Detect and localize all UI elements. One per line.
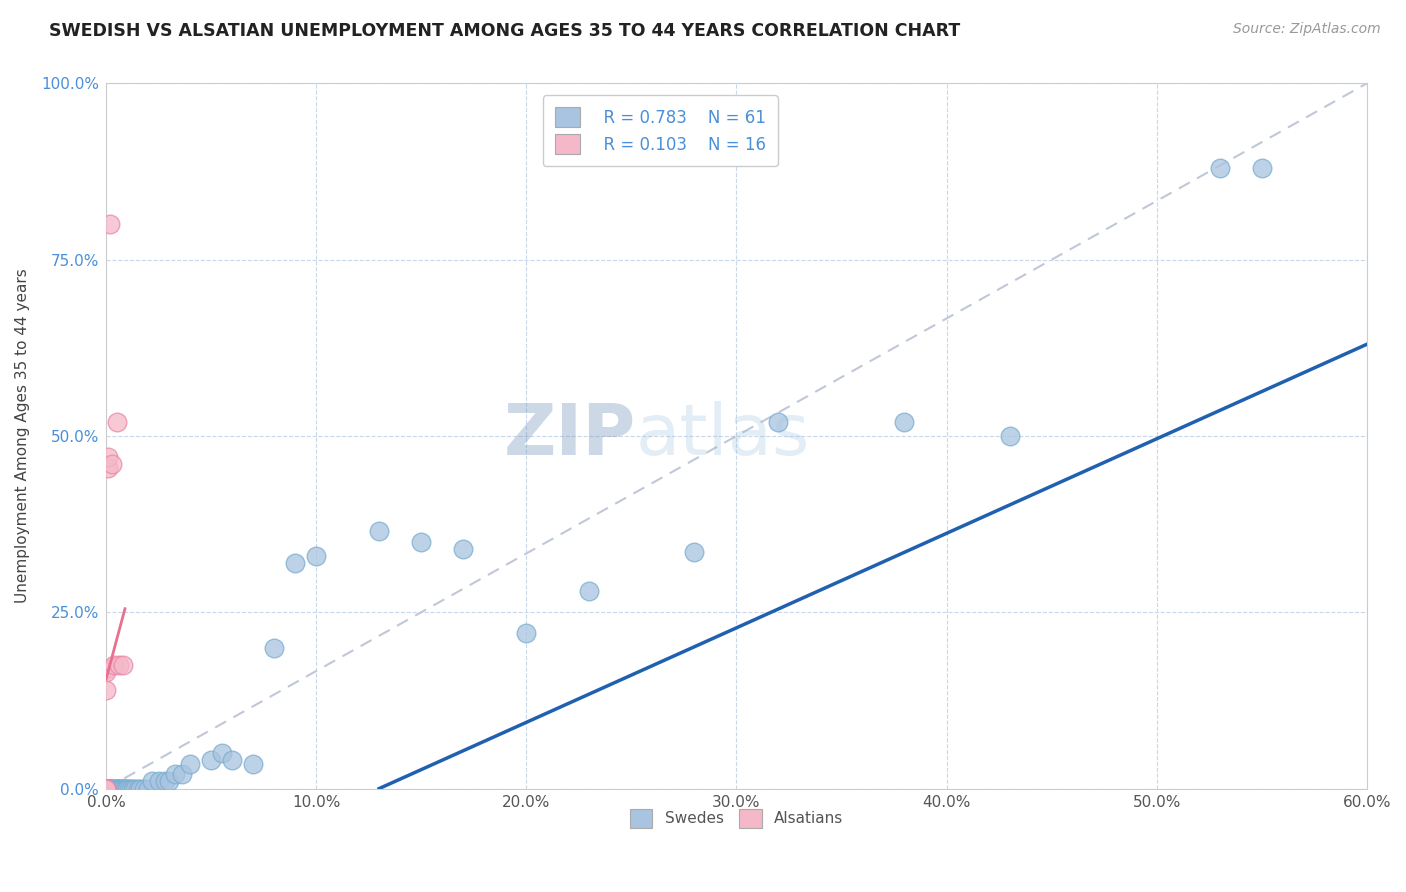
Point: [1250, 161, 1272, 175]
Text: SWEDISH VS ALSATIAN UNEMPLOYMENT AMONG AGES 35 TO 44 YEARS CORRELATION CHART: SWEDISH VS ALSATIAN UNEMPLOYMENT AMONG A…: [49, 22, 960, 40]
Point: [114, 781, 136, 796]
Point: [411, 534, 433, 549]
Point: [136, 781, 159, 796]
Point: [122, 781, 145, 796]
Point: [105, 781, 128, 796]
Point: [101, 781, 124, 796]
Point: [263, 640, 285, 655]
Point: [105, 781, 128, 796]
Point: [107, 781, 129, 796]
Point: [221, 753, 243, 767]
Point: [94, 781, 117, 796]
Point: [153, 774, 176, 789]
Point: [98, 218, 121, 232]
Point: [998, 429, 1021, 443]
Text: Source: ZipAtlas.com: Source: ZipAtlas.com: [1233, 22, 1381, 37]
Point: [127, 781, 149, 796]
Point: [94, 781, 117, 796]
Point: [128, 781, 150, 796]
Point: [94, 781, 117, 796]
Point: [98, 781, 121, 796]
Point: [893, 415, 915, 429]
Point: [170, 767, 193, 781]
Point: [97, 781, 120, 796]
Point: [115, 781, 138, 796]
Point: [132, 781, 155, 796]
Point: [98, 781, 121, 796]
Point: [141, 774, 163, 789]
Point: [103, 781, 125, 796]
Point: [148, 774, 170, 789]
Point: [94, 781, 117, 796]
Point: [368, 524, 391, 538]
Point: [94, 781, 117, 796]
Point: [94, 662, 117, 676]
Point: [107, 658, 129, 673]
Point: [105, 781, 128, 796]
Point: [97, 450, 120, 464]
Point: [200, 753, 222, 767]
Text: ZIP: ZIP: [503, 401, 636, 470]
Point: [305, 549, 328, 563]
Point: [94, 682, 117, 697]
Point: [768, 415, 790, 429]
Point: [97, 781, 120, 796]
Point: [101, 781, 124, 796]
Point: [111, 781, 134, 796]
Legend: Swedes, Alsatians: Swedes, Alsatians: [623, 803, 849, 834]
Point: [124, 781, 146, 796]
Point: [284, 556, 307, 570]
Point: [103, 658, 125, 673]
Point: [101, 457, 124, 471]
Point: [110, 781, 132, 796]
Point: [118, 781, 141, 796]
Point: [578, 584, 600, 599]
Point: [165, 767, 187, 781]
Point: [111, 658, 134, 673]
Point: [451, 541, 474, 556]
Point: [94, 781, 117, 796]
Point: [94, 781, 117, 796]
Point: [120, 781, 142, 796]
Point: [179, 756, 201, 771]
Point: [211, 746, 233, 760]
Point: [103, 781, 125, 796]
Point: [97, 781, 120, 796]
Point: [115, 781, 138, 796]
Point: [94, 781, 117, 796]
Point: [94, 781, 117, 796]
Point: [1208, 161, 1230, 175]
Point: [114, 781, 136, 796]
Point: [683, 545, 706, 559]
Point: [97, 460, 120, 475]
Point: [107, 781, 129, 796]
Point: [105, 415, 128, 429]
Point: [98, 781, 121, 796]
Text: atlas: atlas: [636, 401, 810, 470]
Point: [242, 756, 264, 771]
Point: [515, 626, 537, 640]
Point: [110, 781, 132, 796]
Point: [111, 781, 134, 796]
Y-axis label: Unemployment Among Ages 35 to 44 years: Unemployment Among Ages 35 to 44 years: [15, 268, 30, 603]
Point: [157, 774, 180, 789]
Point: [94, 665, 117, 680]
Point: [97, 781, 120, 796]
